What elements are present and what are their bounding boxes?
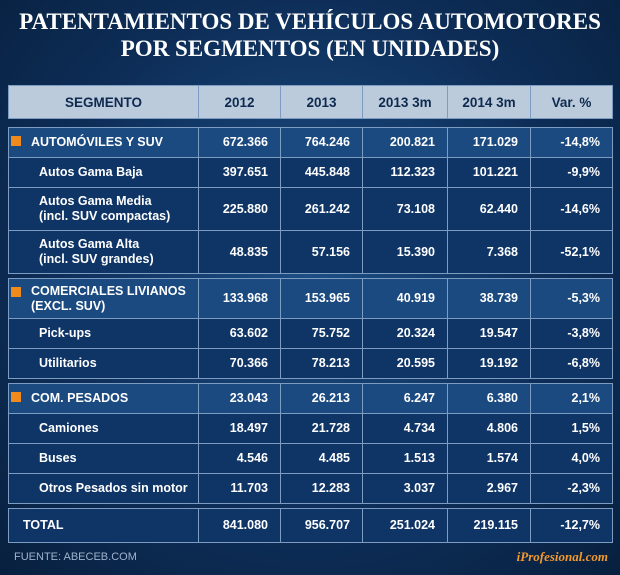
table-cell: -14,8% [530, 127, 613, 158]
table-cell: Camiones [8, 413, 199, 444]
bullet [11, 287, 21, 297]
table-cell: 1.513 [362, 443, 448, 474]
table-cell: 3.037 [362, 473, 448, 504]
bullet [11, 136, 21, 146]
column-header: SEGMENTO [8, 85, 199, 119]
table-cell: 219.115 [447, 508, 531, 543]
table-cell: -14,6% [530, 187, 613, 231]
table-cell: 18.497 [198, 413, 281, 444]
table-cell: 20.324 [362, 318, 448, 349]
table-cell: 70.366 [198, 348, 281, 379]
table-cell: 20.595 [362, 348, 448, 379]
table-cell: 261.242 [280, 187, 363, 231]
table-cell: 841.080 [198, 508, 281, 543]
table-cell: 12.283 [280, 473, 363, 504]
table-cell: Autos Gama Alta (incl. SUV grandes) [8, 230, 199, 274]
table-cell: 4.806 [447, 413, 531, 444]
table-cell: -5,3% [530, 278, 613, 319]
table-cell: 40.919 [362, 278, 448, 319]
table-cell: 112.323 [362, 157, 448, 188]
table-cell: COM. PESADOS [8, 383, 199, 414]
table-cell: 956.707 [280, 508, 363, 543]
table-cell: 445.848 [280, 157, 363, 188]
table-cell: 2.967 [447, 473, 531, 504]
table-cell: Pick-ups [8, 318, 199, 349]
table-cell: 672.366 [198, 127, 281, 158]
table-cell: 75.752 [280, 318, 363, 349]
table-cell: 4,0% [530, 443, 613, 474]
table-cell: Autos Gama Baja [8, 157, 199, 188]
table-cell: AUTOMÓVILES Y SUV [8, 127, 199, 158]
column-header: 2013 3m [362, 85, 448, 119]
table-cell: -12,7% [530, 508, 613, 543]
table-cell: 6.380 [447, 383, 531, 414]
table-cell: 23.043 [198, 383, 281, 414]
table-cell: 38.739 [447, 278, 531, 319]
column-header: 2014 3m [447, 85, 531, 119]
table-cell: 21.728 [280, 413, 363, 444]
title: PATENTAMIENTOS DE VEHÍCULOS AUTOMOTORES … [19, 9, 601, 61]
table-cell: 26.213 [280, 383, 363, 414]
table-cell: 15.390 [362, 230, 448, 274]
table-cell: -2,3% [530, 473, 613, 504]
table-cell: 764.246 [280, 127, 363, 158]
table-cell: 78.213 [280, 348, 363, 379]
table-cell: Autos Gama Media (incl. SUV compactas) [8, 187, 199, 231]
table-cell: 11.703 [198, 473, 281, 504]
source: FUENTE: ABECEB.COM [14, 551, 137, 563]
table-cell: -52,1% [530, 230, 613, 274]
table-cell: 153.965 [280, 278, 363, 319]
table-cell: 19.547 [447, 318, 531, 349]
table-cell: 200.821 [362, 127, 448, 158]
table-cell: 62.440 [447, 187, 531, 231]
table-cell: 397.651 [198, 157, 281, 188]
table-cell: Buses [8, 443, 199, 474]
table-cell: 101.221 [447, 157, 531, 188]
table-cell: -3,8% [530, 318, 613, 349]
bullet [11, 392, 21, 402]
table-cell: COMERCIALES LIVIANOS (EXCL. SUV) [8, 278, 199, 319]
brand: iProfesional.com [516, 549, 608, 564]
table-cell: -9,9% [530, 157, 613, 188]
table-cell: 133.968 [198, 278, 281, 319]
table-cell: Utilitarios [8, 348, 199, 379]
table-cell: 7.368 [447, 230, 531, 274]
table-cell: 48.835 [198, 230, 281, 274]
table-cell: 4.546 [198, 443, 281, 474]
table-cell: Otros Pesados sin motor [8, 473, 199, 504]
table-cell: 1.574 [447, 443, 531, 474]
table-cell: 4.734 [362, 413, 448, 444]
column-header: Var. % [530, 85, 613, 119]
table-cell: 73.108 [362, 187, 448, 231]
table-cell: 57.156 [280, 230, 363, 274]
table-cell: 225.880 [198, 187, 281, 231]
table-cell: -6,8% [530, 348, 613, 379]
column-header: 2013 [280, 85, 363, 119]
table-cell: TOTAL [8, 508, 199, 543]
table-cell: 171.029 [447, 127, 531, 158]
table-cell: 19.192 [447, 348, 531, 379]
table-cell: 4.485 [280, 443, 363, 474]
column-header: 2012 [198, 85, 281, 119]
table-cell: 251.024 [362, 508, 448, 543]
table-cell: 6.247 [362, 383, 448, 414]
table-cell: 1,5% [530, 413, 613, 444]
table-cell: 63.602 [198, 318, 281, 349]
table-cell: 2,1% [530, 383, 613, 414]
